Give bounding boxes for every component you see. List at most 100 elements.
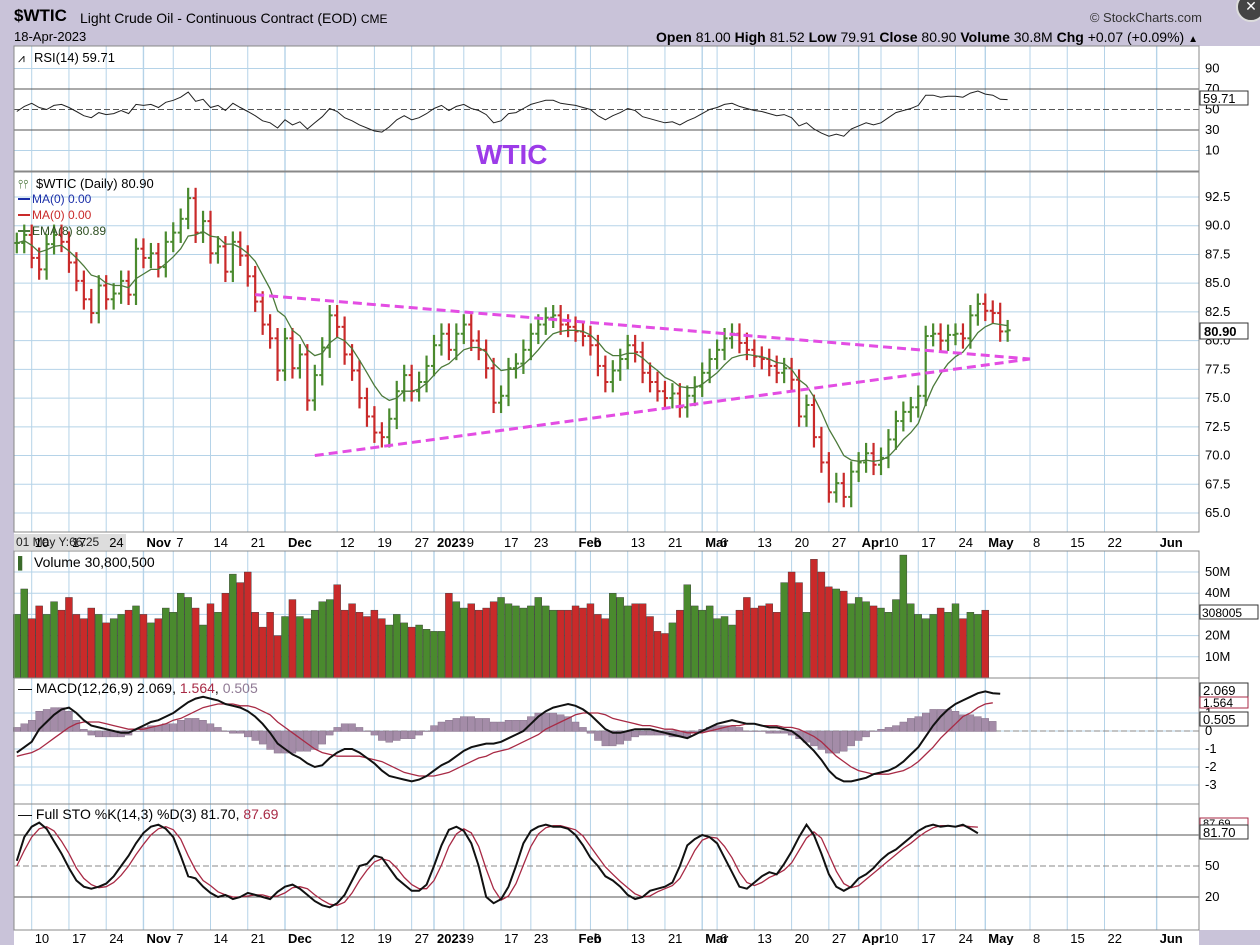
- volume-bar: [109, 618, 118, 679]
- volume-bar: [922, 618, 930, 679]
- macd-hist-bar: [445, 720, 453, 732]
- date-axis-label: 22: [1108, 931, 1122, 945]
- date-axis-label: Dec: [288, 535, 312, 550]
- price-bar: [699, 362, 706, 397]
- macd-legend: — MACD(12,26,9) 2.069, 1.564, 0.505: [18, 680, 258, 696]
- price-bar: [833, 472, 840, 503]
- date-axis-label: Apr: [862, 931, 884, 945]
- price-axis-label: 70.0: [1205, 448, 1230, 463]
- date-axis-label: 17: [504, 931, 518, 945]
- price-bar: [371, 406, 378, 443]
- volume-bar: [713, 618, 721, 679]
- macd-hist-bar: [974, 716, 982, 732]
- close-icon[interactable]: ✕: [1236, 0, 1260, 22]
- macd-hist-bar: [176, 720, 185, 732]
- date-axis-label: Apr: [862, 535, 884, 550]
- volume-value-box: 308005: [1199, 604, 1259, 620]
- volume-bar: [810, 559, 818, 679]
- volume-bar: [251, 612, 259, 679]
- macd-hist-bar: [236, 730, 245, 734]
- volume-bar: [869, 605, 878, 679]
- volume-bar: [974, 614, 982, 679]
- price-bar: [706, 348, 713, 384]
- date-axis-label: 20: [795, 535, 809, 550]
- volume-bar: [467, 603, 475, 679]
- price-bar: [930, 323, 937, 347]
- macd-axis-label: -1: [1205, 741, 1217, 756]
- price-bar: [423, 355, 430, 393]
- high-value: 81.52: [769, 29, 805, 45]
- date-axis-label: Nov: [146, 535, 171, 550]
- macd-hist-bar: [72, 720, 81, 732]
- price-bar: [103, 275, 110, 310]
- date-axis-label: Mar: [705, 931, 728, 945]
- price-bar: [572, 316, 579, 342]
- volume-bar: [698, 609, 706, 679]
- price-bar: [386, 408, 393, 448]
- date-axis-label: 9: [467, 535, 474, 550]
- price-bar: [259, 291, 266, 335]
- date-axis-label: 17: [72, 535, 86, 550]
- volume-axis-label: 50M: [1205, 564, 1230, 579]
- volume-axis-label: 40M: [1205, 585, 1230, 600]
- price-bar: [743, 332, 750, 361]
- volume-bar: [564, 609, 572, 679]
- volume-bar: [601, 618, 610, 679]
- price-axis-label: 72.5: [1205, 419, 1230, 434]
- volume-value-box-bg: [1199, 604, 1259, 620]
- date-axis-label: 15: [1070, 535, 1084, 550]
- volume-bar: [191, 607, 200, 679]
- price-value-box-text: 80.90: [1204, 324, 1237, 339]
- date-axis-label: 10: [884, 931, 898, 945]
- price-bar: [393, 380, 400, 430]
- sto-box-k-text: 81.70: [1203, 825, 1236, 840]
- date-axis-label: 12: [340, 931, 354, 945]
- macd-hist-bar: [415, 730, 423, 736]
- volume-bar: [549, 609, 557, 679]
- sto-box-k-bg: [1199, 824, 1249, 840]
- date-axis-label: Mar: [705, 535, 728, 550]
- macd-hist-bar: [780, 730, 788, 734]
- volume-bar: [653, 631, 662, 679]
- volume-bar: [705, 605, 714, 679]
- price-bar: [989, 300, 996, 324]
- volume-value: 30.8M: [1013, 29, 1053, 45]
- volume-bar: [787, 571, 796, 679]
- price-bar: [185, 187, 192, 230]
- exchange-text: CME: [360, 12, 388, 26]
- macd-hist-bar: [683, 730, 691, 738]
- macd-hist-bar: [594, 730, 602, 741]
- volume-bar: [333, 584, 341, 679]
- macd-hist-bar: [333, 727, 341, 732]
- volume-bar: [646, 616, 654, 679]
- volume-bar: [57, 609, 66, 679]
- price-bar: [527, 323, 534, 361]
- macd-axis-label: 0: [1205, 723, 1212, 738]
- macd-hist-bar: [825, 730, 833, 754]
- price-bar: [363, 387, 370, 427]
- symbol-description: Light Crude Oil - Continuous Contract (E…: [80, 10, 388, 26]
- volume-bar: [489, 601, 498, 679]
- macd-hist-bar: [884, 727, 893, 732]
- high-label: High: [734, 29, 766, 45]
- date-axis-label: 21: [251, 931, 265, 945]
- price-bar: [751, 339, 758, 368]
- sto-legend-k: 81.70: [201, 806, 236, 822]
- rsi-legend-icon: ⩘: [18, 51, 25, 65]
- date-axis-label: 19: [377, 931, 391, 945]
- volume-bar: [407, 626, 416, 679]
- date-axis-label: 13: [631, 931, 645, 945]
- volume-bar: [460, 607, 468, 679]
- price-bar: [349, 344, 356, 381]
- price-bar: [512, 353, 519, 379]
- date-axis-label: 13: [757, 931, 771, 945]
- low-value: 79.91: [840, 29, 876, 45]
- volume-bar: [534, 597, 542, 679]
- price-bar: [460, 314, 467, 345]
- volume-bar: [28, 618, 36, 679]
- macd-hist-bar: [102, 730, 110, 738]
- chart-header: $WTIC Light Crude Oil - Continuous Contr…: [0, 0, 1260, 46]
- macd-layer: [13, 690, 1001, 783]
- date-axis-label: 17: [72, 931, 86, 945]
- rsi-value-box-text: 59.71: [1203, 91, 1236, 106]
